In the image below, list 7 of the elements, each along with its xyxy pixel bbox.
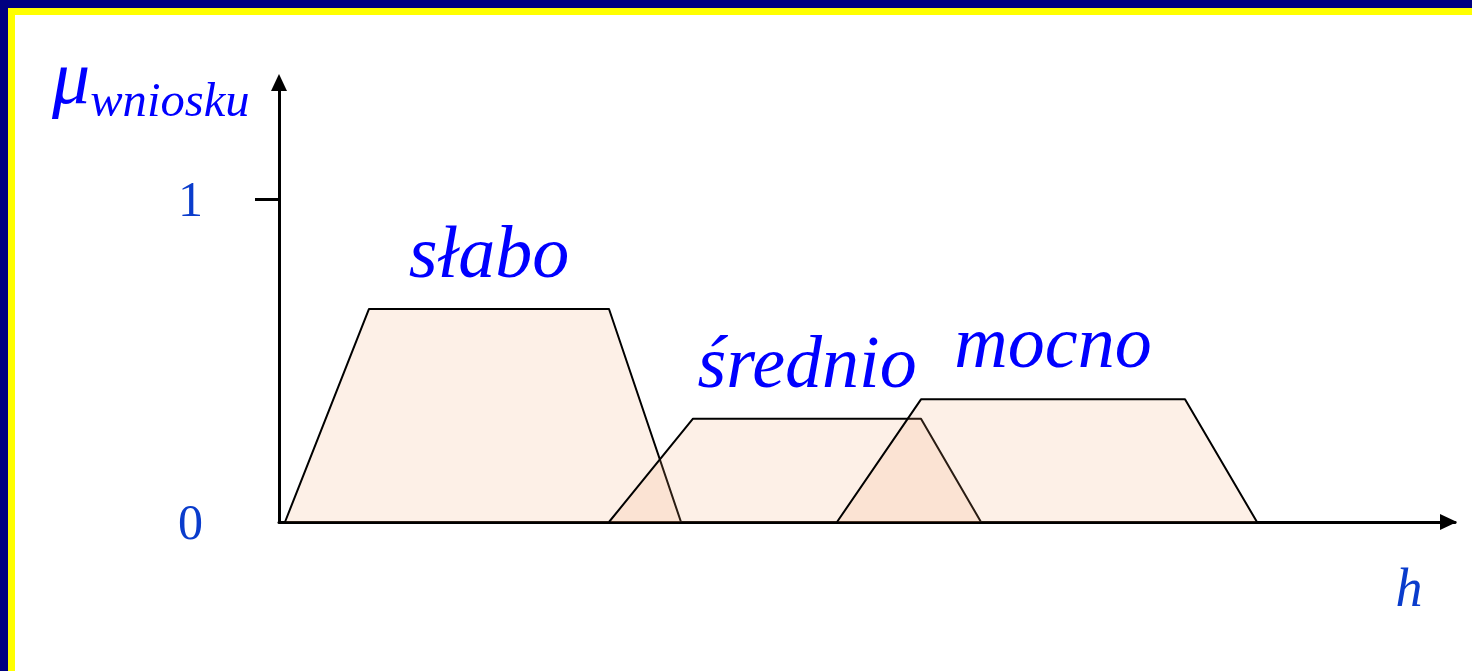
series-label: mocno: [954, 301, 1152, 384]
series-label: średnio: [697, 320, 917, 403]
x-axis-title: h: [1395, 558, 1423, 618]
series-label: słabo: [408, 210, 570, 293]
y-tick-label: 1: [178, 171, 203, 228]
y-tick-label: 0: [178, 494, 203, 550]
y-axis-title: μ$_{wniosku}$: [52, 35, 250, 128]
